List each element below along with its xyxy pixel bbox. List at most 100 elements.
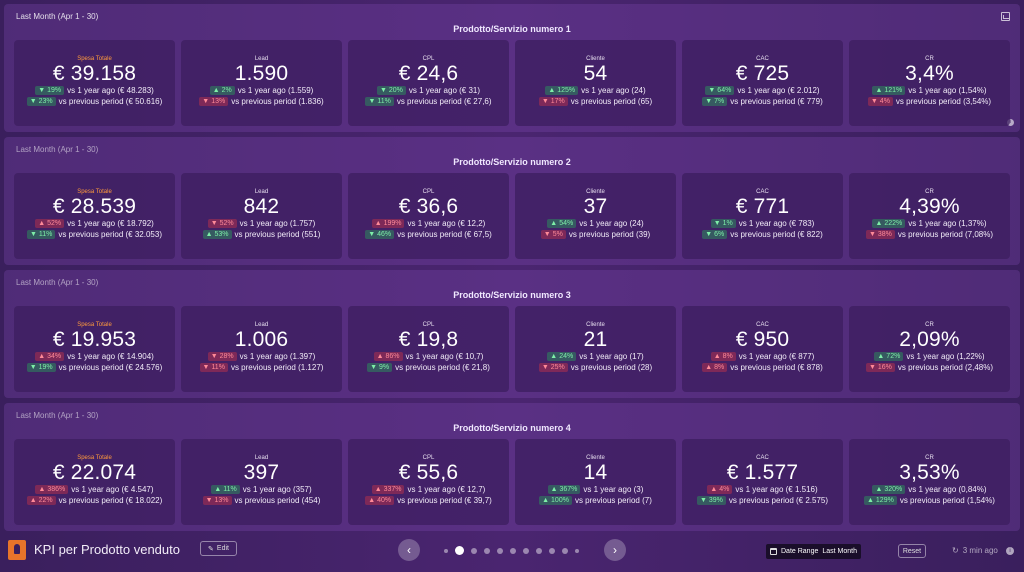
pagination-dot[interactable] — [536, 547, 542, 554]
arrow-up-icon: ▲ — [376, 353, 384, 360]
kpi-card[interactable]: CR 2,09% ▲ 72% vs 1 year ago (1,22%) ▼ 16% vs… — [849, 306, 1010, 392]
kpi-label: CR — [925, 322, 934, 328]
kpi-value: € 24,6 — [398, 62, 459, 85]
kpi-card[interactable]: CAC € 1.577 ▲ 4% vs 1 year ago (€ 1.516) ▼ 3… — [682, 439, 843, 525]
kpi-card[interactable]: CAC € 725 ▼ 64% vs 1 year ago (€ 2.012) ▼ 7%… — [682, 40, 843, 126]
kpi-card[interactable]: Cliente 14 ▲ 367% vs 1 year ago (3) ▲ 100% vs… — [515, 439, 676, 525]
comparison-text: vs 1 year ago (€ 12,2) — [407, 219, 486, 228]
kpi-card[interactable]: Spesa Totale € 19.953 ▲ 34% vs 1 year ago (… — [14, 306, 175, 392]
kpi-card[interactable]: Cliente 37 ▲ 54% vs 1 year ago (24) ▼ 5% vs p… — [515, 173, 676, 259]
kpi-value: 3,53% — [899, 461, 960, 484]
kpi-card[interactable]: CPL € 36,6 ▲ 199% vs 1 year ago (€ 12,2) ▼ 4… — [348, 173, 509, 259]
year-over-year-comparison: ▼ 19% vs 1 year ago (€ 48.283) — [35, 85, 154, 96]
change-percent: 11% — [223, 486, 237, 493]
change-badge: ▼ 5% — [540, 230, 566, 239]
comparison-text: vs previous period (€ 39,7) — [397, 496, 492, 505]
kpi-card[interactable]: CR 3,53% ▲ 320% vs 1 year ago (0,84%) ▲ 129%… — [849, 439, 1010, 525]
date-range-filter[interactable]: Date Range Last Month — [766, 544, 861, 559]
change-badge: ▼ 11% — [365, 97, 394, 106]
comparison-text: vs 1 year ago (€ 31) — [408, 86, 481, 95]
kpi-value: € 950 — [735, 328, 790, 351]
kpi-label: CPL — [422, 455, 435, 461]
change-percent: 11% — [377, 98, 391, 105]
change-percent: 28% — [219, 353, 234, 360]
kpi-label: CR — [925, 189, 934, 195]
prev-page-button[interactable]: ‹ — [398, 539, 420, 561]
kpi-cards-row: Spesa Totale € 19.953 ▲ 34% vs 1 year ago (… — [14, 306, 1010, 392]
comparison-text: vs previous period (551) — [234, 230, 321, 239]
change-badge: ▼ 39% — [696, 496, 726, 505]
kpi-card[interactable]: CPL € 24,6 ▼ 20% vs 1 year ago (€ 31) ▼ 11% v… — [348, 40, 509, 126]
change-badge: ▲ 11% — [211, 485, 240, 494]
change-badge: ▲ 40% — [365, 496, 395, 505]
kpi-card[interactable]: Cliente 21 ▲ 24% vs 1 year ago (17) ▼ 25% vs … — [515, 306, 676, 392]
info-icon[interactable]: i — [1006, 547, 1014, 555]
change-badge: ▼ 52% — [207, 219, 237, 228]
change-percent: 125% — [557, 87, 576, 94]
kpi-card[interactable]: CR 4,39% ▲ 222% vs 1 year ago (1,37%) ▼ 38% v… — [849, 173, 1010, 259]
kpi-card[interactable]: CPL € 55,6 ▲ 337% vs 1 year ago (€ 12,7) ▲ 4… — [348, 439, 509, 525]
pagination-dot[interactable] — [549, 547, 555, 554]
section-info-icon[interactable]: i — [1007, 119, 1014, 126]
previous-period-comparison: ▼ 19% vs previous period (€ 24.576) — [26, 362, 162, 373]
arrow-down-icon: ▼ — [543, 231, 551, 238]
arrow-up-icon: ▲ — [374, 486, 382, 493]
previous-period-comparison: ▼ 11% vs previous period (€ 27,6) — [365, 96, 492, 107]
pagination-dot[interactable] — [523, 547, 529, 554]
change-percent: 13% — [214, 497, 229, 504]
kpi-card[interactable]: CPL € 19,8 ▲ 86% vs 1 year ago (€ 10,7) ▼ 9%… — [348, 306, 509, 392]
previous-period-comparison: ▼ 11% vs previous period (€ 32.053) — [26, 229, 162, 240]
app-logo-icon — [8, 540, 26, 560]
kpi-label: Lead — [254, 189, 269, 195]
kpi-cards-row: Spesa Totale € 22.074 ▲ 386% vs 1 year ago … — [14, 439, 1010, 525]
pagination-dot[interactable] — [575, 548, 579, 553]
kpi-card[interactable]: Spesa Totale € 28.539 ▲ 52% vs 1 year ago (… — [14, 173, 175, 259]
pagination-dot[interactable] — [484, 547, 490, 554]
refresh-status[interactable]: ↻ 3 min ago — [952, 546, 998, 555]
change-badge: ▲ 54% — [547, 219, 577, 228]
previous-period-comparison: ▼ 6% vs previous period (€ 822) — [702, 229, 823, 240]
change-percent: 100% — [551, 497, 569, 504]
pagination-dot[interactable] — [562, 547, 568, 554]
kpi-card[interactable]: Cliente 54 ▲ 125% vs 1 year ago (24) ▼ 17% vs… — [515, 40, 676, 126]
kpi-value: 842 — [243, 195, 280, 218]
pagination-dot[interactable] — [510, 547, 516, 554]
pagination-dot[interactable] — [444, 548, 448, 553]
change-percent: 6% — [714, 231, 725, 238]
kpi-card[interactable]: Lead 1.006 ▼ 28% vs 1 year ago (1.397) ▼ 11%… — [181, 306, 342, 392]
comparison-text: vs 1 year ago (€ 12,7) — [407, 485, 486, 494]
change-percent: 16% — [877, 364, 892, 371]
kpi-value: 397 — [243, 461, 280, 484]
kpi-card[interactable]: Lead 842 ▼ 52% vs 1 year ago (1.757) ▲ 53% vs… — [181, 173, 342, 259]
year-over-year-comparison: ▲ 2% vs 1 year ago (1.559) — [209, 85, 313, 96]
year-over-year-comparison: ▲ 367% vs 1 year ago (3) — [547, 484, 643, 495]
comparison-text: vs 1 year ago (0,84%) — [908, 485, 987, 494]
kpi-card[interactable]: Spesa Totale € 39.158 ▼ 19% vs 1 year ago (… — [14, 40, 175, 126]
previous-period-comparison: ▼ 11% vs previous period (1.127) — [199, 362, 323, 373]
edit-button[interactable]: ✎ Edit — [200, 541, 237, 556]
comparison-text: vs 1 year ago (24) — [579, 219, 644, 228]
arrow-down-icon: ▼ — [713, 220, 721, 227]
kpi-value: 21 — [583, 328, 608, 351]
kpi-card[interactable]: CR 3,4% ▲ 121% vs 1 year ago (1,54%) ▼ 4% vs … — [849, 40, 1010, 126]
kpi-card[interactable]: CAC € 950 ▲ 8% vs 1 year ago (€ 877) ▲ 8% vs … — [682, 306, 843, 392]
kpi-value: € 771 — [735, 195, 790, 218]
kpi-card[interactable]: Lead 397 ▲ 11% vs 1 year ago (357) ▼ 13% vs p… — [181, 439, 342, 525]
kpi-card[interactable]: Lead 1.590 ▲ 2% vs 1 year ago (1.559) ▼ 13% v… — [181, 40, 342, 126]
change-badge: ▲ 367% — [547, 485, 581, 494]
section-period-label: Last Month (Apr 1 - 30) — [16, 12, 99, 21]
year-over-year-comparison: ▲ 199% vs 1 year ago (€ 12,2) — [371, 218, 486, 229]
comparison-text: vs previous period (7) — [574, 496, 652, 505]
pagination-dot[interactable] — [471, 547, 477, 554]
expand-icon[interactable] — [1001, 12, 1010, 21]
arrow-down-icon: ▼ — [379, 87, 387, 94]
reset-button[interactable]: Reset — [898, 544, 926, 558]
pagination-dot[interactable] — [497, 547, 503, 554]
kpi-card[interactable]: CAC € 771 ▼ 1% vs 1 year ago (€ 783) ▼ 6% vs … — [682, 173, 843, 259]
change-percent: 23% — [38, 98, 53, 105]
kpi-card[interactable]: Spesa Totale € 22.074 ▲ 386% vs 1 year ago … — [14, 439, 175, 525]
kpi-label: Lead — [254, 455, 269, 461]
next-page-button[interactable]: › — [604, 539, 626, 561]
pagination-dot[interactable] — [455, 546, 464, 555]
change-badge: ▲ 8% — [710, 352, 736, 361]
